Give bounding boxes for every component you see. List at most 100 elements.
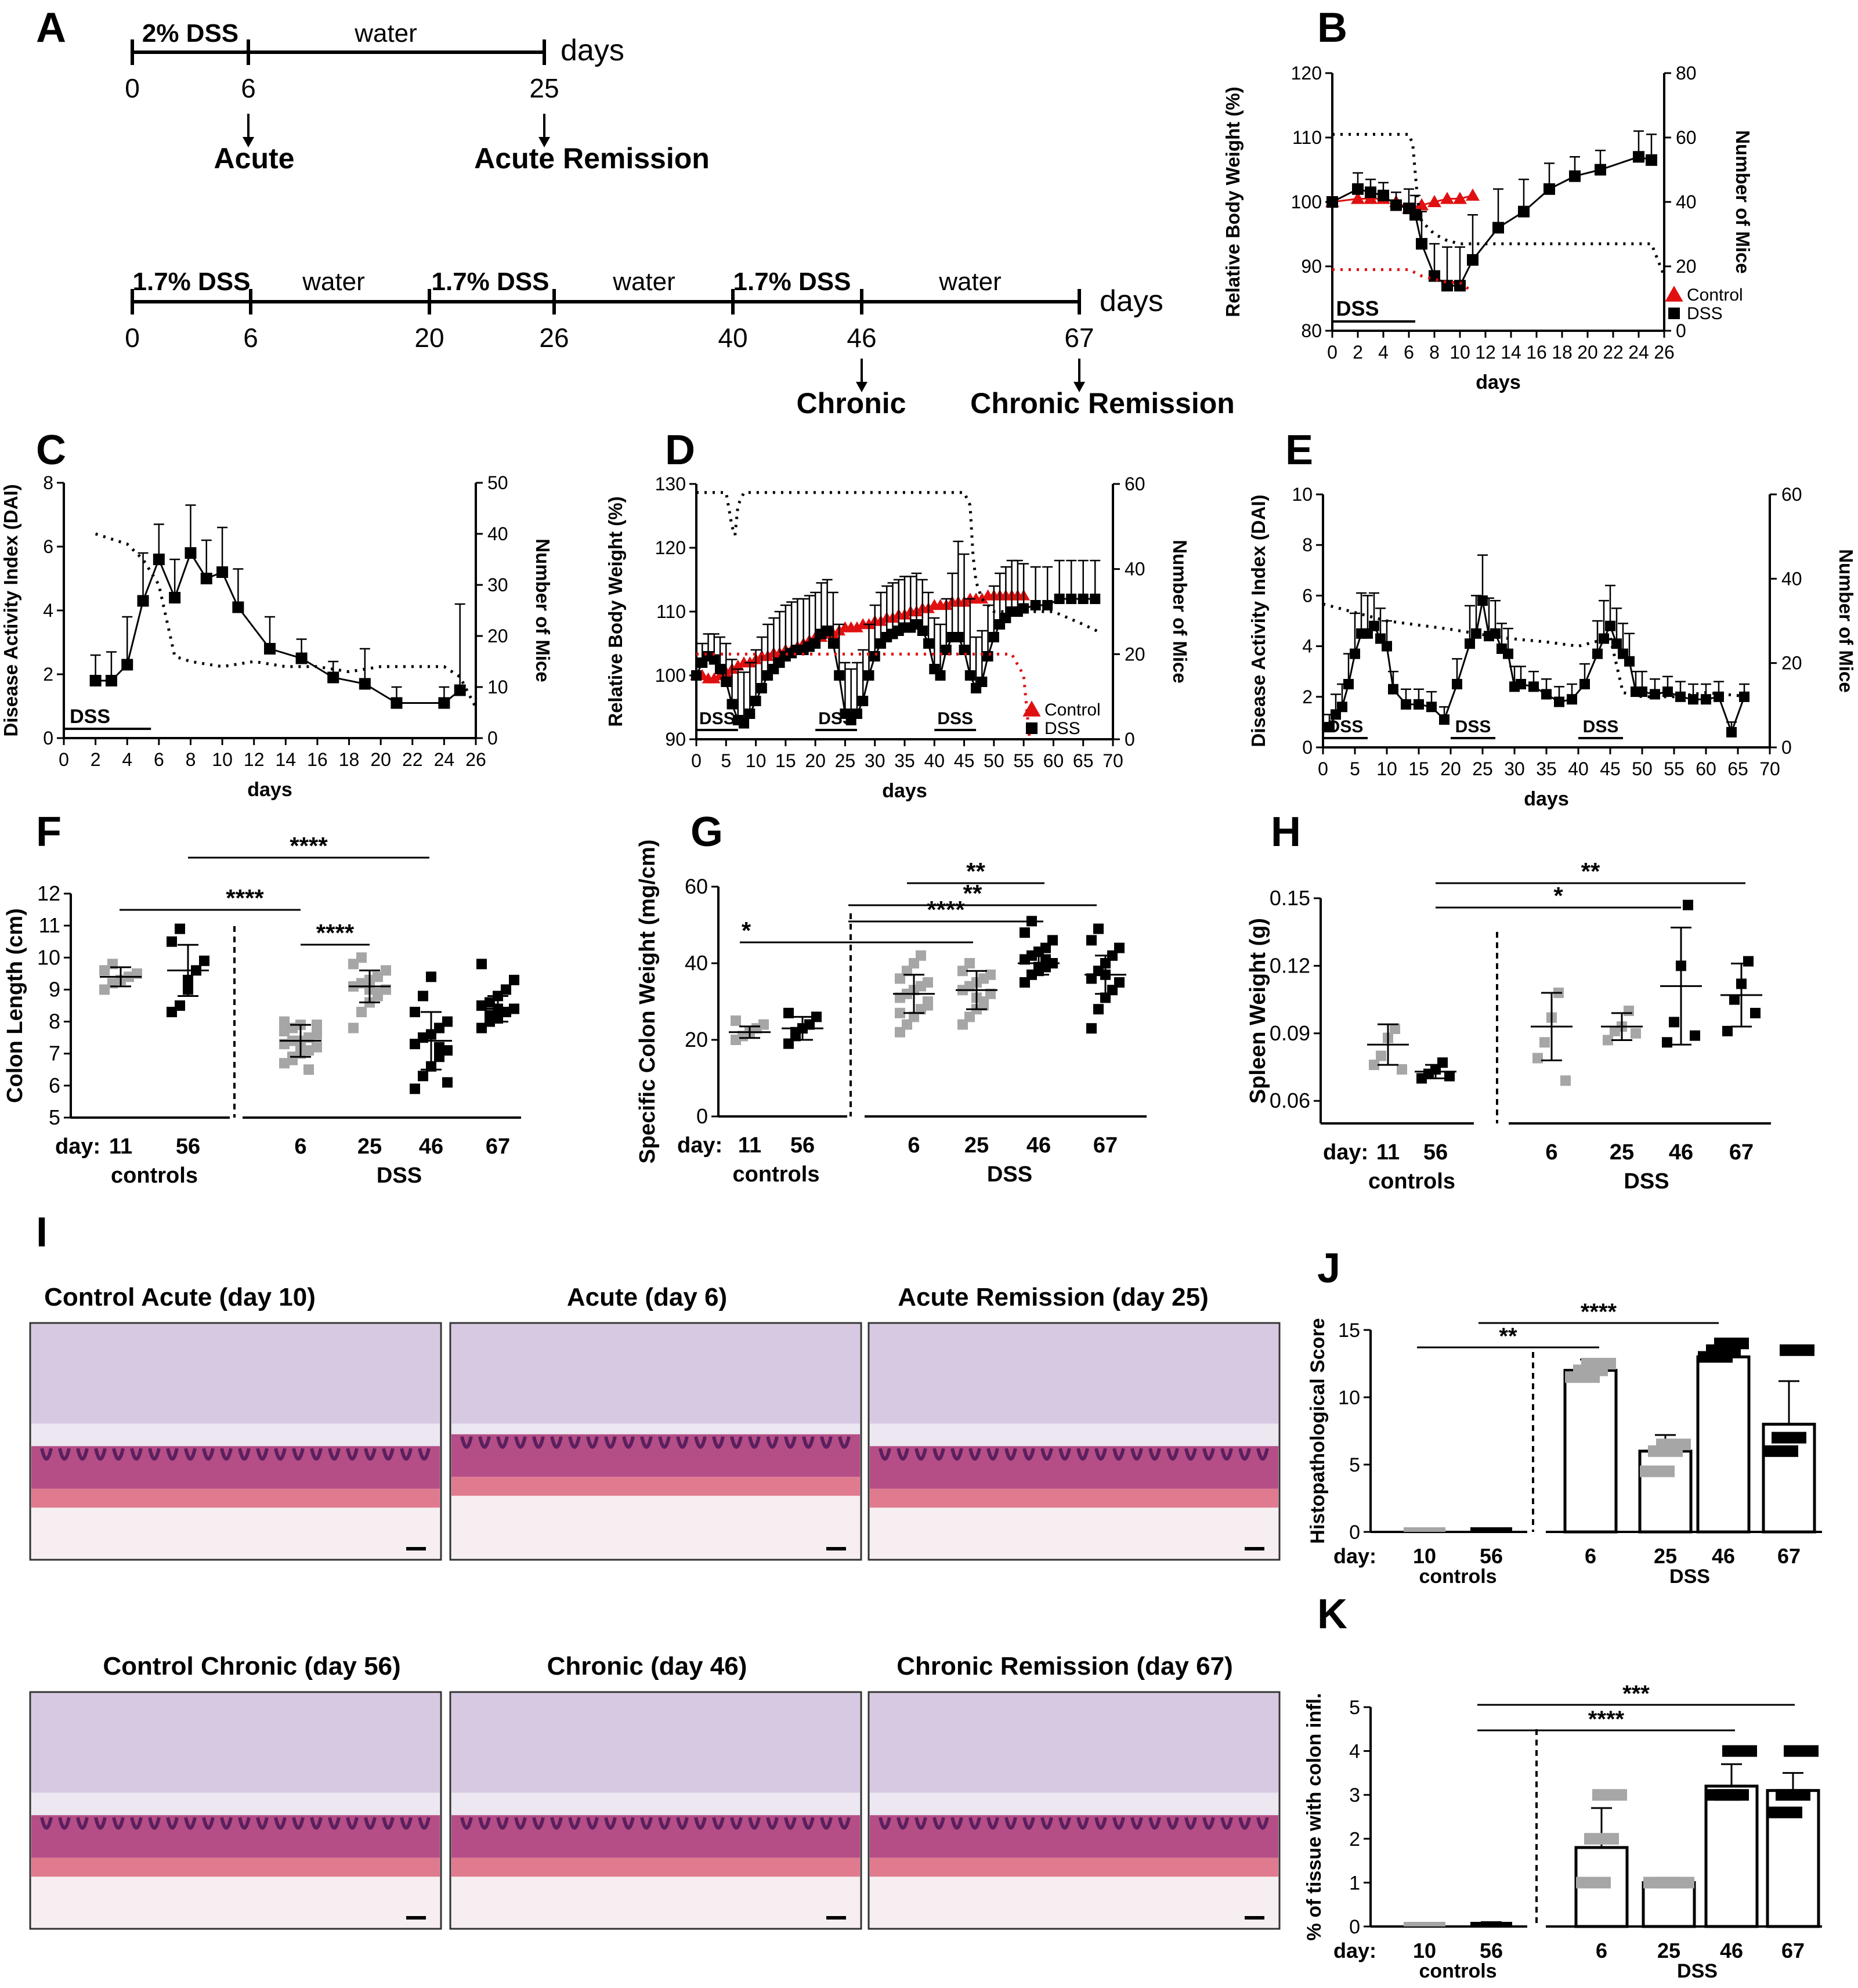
- muscle-layer: [870, 1488, 1278, 1508]
- data-point-dss: [137, 595, 149, 607]
- data-point: [923, 977, 933, 988]
- y-tick-label: 60: [685, 874, 708, 898]
- data-point-dss: [917, 626, 928, 636]
- data-point-dss: [1042, 600, 1053, 610]
- data-point-dss: [739, 718, 750, 729]
- data-point: [279, 1058, 290, 1069]
- data-point: [501, 984, 511, 995]
- data-point: [985, 988, 996, 999]
- segment-label: 1.7% DSS: [133, 268, 251, 296]
- x-tick-label: 40: [1568, 758, 1589, 779]
- bar: [1638, 1450, 1693, 1534]
- significance-label: ***: [1622, 1681, 1650, 1707]
- category-label: 6: [1585, 1544, 1596, 1568]
- group-label-dss: DSS: [1677, 1960, 1718, 1982]
- category-label: 46: [1669, 1140, 1693, 1165]
- data-point: [381, 965, 391, 976]
- data-point-control: [1351, 191, 1365, 204]
- data-point-dss: [1611, 638, 1622, 649]
- data-point-dss: [185, 547, 197, 559]
- data-point-dss: [1701, 694, 1711, 705]
- data-point: [1020, 927, 1030, 938]
- category-label: 10: [1413, 1939, 1436, 1962]
- y-tick-label: 0.15: [1270, 886, 1310, 910]
- x-tick-label: 35: [1536, 758, 1557, 779]
- data-point: [1532, 1053, 1543, 1064]
- data-point: [1397, 1064, 1407, 1075]
- mice-count-line: [1322, 602, 1751, 699]
- scale-bar: [406, 1547, 426, 1550]
- panel-letter: F: [36, 809, 62, 855]
- x-tick-label: 25: [835, 750, 856, 771]
- x-tick-label: 20: [1440, 758, 1461, 779]
- panel-b-body-weight-acute: B0 2 4 6 8 10 12 14 16 18 20 22 24 268090100110120020…: [1222, 5, 1754, 393]
- significance-label: ****: [316, 919, 355, 946]
- y2-axis-title: Number of Mice: [1169, 540, 1191, 684]
- significance-label: ****: [1581, 1299, 1617, 1325]
- data-point-dss: [1369, 620, 1379, 631]
- y-tick-label: 2: [1349, 1828, 1360, 1850]
- x-tick-label: 20: [370, 749, 391, 770]
- crypt-pattern: [460, 1436, 851, 1449]
- data-point: [175, 923, 185, 934]
- data-point: [312, 1029, 322, 1040]
- data-point-dss: [1390, 199, 1402, 211]
- x-tick-label: 12: [244, 749, 265, 770]
- data-point-dss: [1350, 648, 1360, 659]
- y2-tick-label: 20: [1781, 653, 1802, 674]
- x-tick-label: 15: [1408, 758, 1429, 779]
- panel-i-histology: I Control Acute (day 10) Acute (day 6) Acut…: [29, 1209, 1281, 1930]
- data-point-dss: [1365, 186, 1376, 198]
- data-point: [923, 1000, 933, 1011]
- data-point-dss: [391, 697, 403, 709]
- muscle-layer: [451, 1857, 860, 1877]
- panel-d-body-weight-chronic: D0 5 10 15 20 25 30 35 40 45 50 55 60 65 7090100110120…: [605, 427, 1191, 802]
- significance-label: ****: [927, 896, 965, 923]
- y-tick-label: 20: [685, 1028, 708, 1051]
- y-tick-label: 110: [656, 601, 686, 622]
- day-label: day:: [1323, 1140, 1368, 1165]
- data-point: [985, 969, 996, 980]
- arrow-head: [538, 137, 550, 147]
- data-point: [312, 1020, 322, 1031]
- crypt-pattern: [40, 1817, 431, 1830]
- x-tick-label: 55: [1664, 758, 1685, 779]
- x-tick-label: 24: [434, 749, 455, 770]
- data-point: [1683, 899, 1693, 910]
- x-tick-label: 65: [1073, 750, 1094, 771]
- scale-bar: [826, 1547, 846, 1550]
- category-label: 6: [908, 1133, 920, 1158]
- crypt-pattern: [879, 1817, 1269, 1830]
- data-point: [1584, 1832, 1619, 1845]
- y2-tick-label: 20: [1125, 644, 1145, 664]
- significance-label: *: [1553, 882, 1563, 909]
- x-tick-label: 10: [746, 750, 767, 771]
- group-label-controls: controls: [111, 1163, 198, 1188]
- data-point-dss: [1579, 679, 1590, 689]
- data-point: [410, 1083, 420, 1094]
- data-point-dss: [691, 670, 702, 681]
- y-tick-label: 10: [1338, 1387, 1360, 1409]
- data-point-control: [862, 618, 876, 630]
- arrow-label: Acute: [214, 142, 295, 175]
- legend-dss-label: DSS: [1044, 719, 1080, 738]
- day-label: day:: [55, 1134, 100, 1159]
- category-label: 25: [1657, 1939, 1680, 1962]
- y2-tick-label: 0: [487, 728, 498, 749]
- data-point: [1093, 1004, 1104, 1015]
- data-point-dss: [1490, 628, 1501, 639]
- x-tick-label: 18: [339, 749, 360, 770]
- category-label: 56: [790, 1133, 815, 1158]
- panel-e-dai-chronic: E0 5 10 15 20 25 30 35 40 45 50 55 60 65 7002468100204…: [1248, 427, 1857, 810]
- data-point: [1369, 1060, 1379, 1071]
- data-point: [1603, 1035, 1613, 1046]
- data-point-dss: [1452, 679, 1462, 689]
- y2-tick-label: 0: [1676, 320, 1686, 341]
- data-point: [418, 991, 428, 1002]
- data-point-dss: [1441, 280, 1453, 292]
- lumen-content: [31, 1693, 440, 1793]
- data-point: [442, 1045, 453, 1056]
- y2-axis-title: Number of Mice: [532, 538, 554, 682]
- data-point: [1690, 1030, 1700, 1041]
- significance-label: ****: [290, 832, 328, 859]
